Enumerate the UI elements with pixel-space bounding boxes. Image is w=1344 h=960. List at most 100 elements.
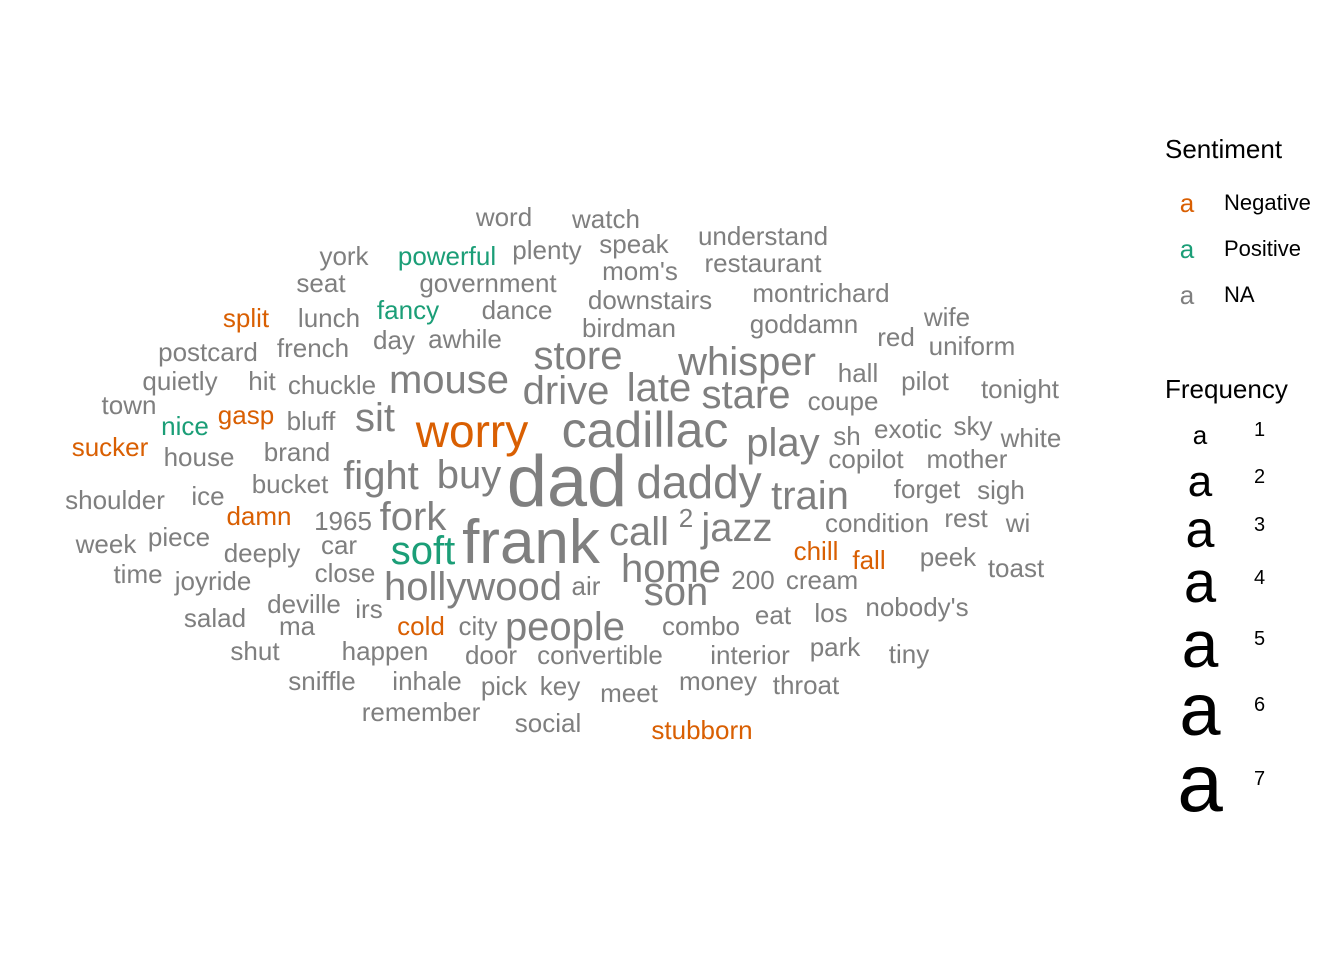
word-rest: rest xyxy=(944,503,988,533)
word-cream: cream xyxy=(786,565,858,595)
word-dad: dad xyxy=(507,442,627,522)
word-copilot: copilot xyxy=(828,444,904,474)
word-piece: piece xyxy=(148,522,210,552)
word-sucker: sucker xyxy=(72,432,149,462)
word-toast: toast xyxy=(988,553,1045,583)
word-government: government xyxy=(419,268,557,298)
word-shut: shut xyxy=(230,636,280,666)
word-condition: condition xyxy=(825,508,929,538)
word-hit: hit xyxy=(248,366,276,396)
word-time: time xyxy=(113,559,162,589)
word-people: people xyxy=(505,605,625,649)
word-pilot: pilot xyxy=(901,366,949,396)
word-house: house xyxy=(164,442,235,472)
word-drive: drive xyxy=(523,369,610,413)
word-lunch: lunch xyxy=(298,303,360,333)
word-interior: interior xyxy=(710,640,790,670)
frequency-legend-title: Frequency xyxy=(1165,374,1288,404)
word-hall: hall xyxy=(838,358,878,388)
word-white: white xyxy=(1000,423,1062,453)
word-park: park xyxy=(810,632,862,662)
word-mouse: mouse xyxy=(389,358,509,402)
frequency-key-glyph: a xyxy=(1179,668,1221,751)
word-worry: worry xyxy=(415,405,528,457)
word-damn: damn xyxy=(226,501,291,531)
word-red: red xyxy=(877,322,915,352)
frequency-legend-label: 3 xyxy=(1254,514,1266,536)
word-irs: irs xyxy=(355,594,382,624)
word-sigh: sigh xyxy=(977,475,1025,505)
word-home: home xyxy=(621,547,721,591)
word-split: split xyxy=(223,303,270,333)
word-french: french xyxy=(277,333,349,363)
word-mother: mother xyxy=(927,444,1008,474)
word-money: money xyxy=(679,666,757,696)
word-stubborn: stubborn xyxy=(651,715,752,745)
word-word: word xyxy=(475,202,532,232)
word-soft: soft xyxy=(391,529,455,573)
frequency-key-glyph: a xyxy=(1185,501,1215,559)
sentiment-legend-label: Positive xyxy=(1224,236,1302,261)
word-goddamn: goddamn xyxy=(750,309,858,339)
word-key: key xyxy=(540,671,580,701)
word-forget: forget xyxy=(894,474,961,504)
frequency-legend-label: 5 xyxy=(1254,628,1266,650)
frequency-legend-label: 1 xyxy=(1254,419,1266,441)
frequency-key-glyph: a xyxy=(1177,738,1223,829)
word-son: son xyxy=(644,570,709,614)
frequency-legend-label: 4 xyxy=(1254,567,1266,589)
word-store: store xyxy=(534,334,623,378)
word-buy: buy xyxy=(437,453,502,497)
word-door: door xyxy=(465,640,517,670)
word-los: los xyxy=(814,598,847,628)
word-tonight: tonight xyxy=(981,374,1060,404)
word-1965: 1965 xyxy=(314,506,372,536)
word-air: air xyxy=(572,571,601,601)
word-seat: seat xyxy=(296,268,346,298)
frequency-key-glyph: a xyxy=(1183,550,1217,615)
word-gasp: gasp xyxy=(218,400,274,430)
word-cold: cold xyxy=(397,611,445,641)
word-brand: brand xyxy=(264,437,331,467)
word-powerful: powerful xyxy=(398,241,496,271)
word-whisper: whisper xyxy=(677,340,816,384)
word-nobody-s: nobody's xyxy=(865,592,968,622)
word-mom-s: mom's xyxy=(602,256,678,286)
word-cadillac: cadillac xyxy=(562,402,729,458)
word-understand: understand xyxy=(698,221,828,251)
sentiment-key-glyph: a xyxy=(1179,234,1195,264)
frequency-legend-label: 7 xyxy=(1254,768,1266,790)
frequency-key-glyph: a xyxy=(1181,607,1219,681)
word-chill: chill xyxy=(794,536,839,566)
word-throat: throat xyxy=(773,670,840,700)
sentiment-legend-label: NA xyxy=(1224,282,1255,307)
word-daddy: daddy xyxy=(636,456,761,508)
word-joyride: joyride xyxy=(174,566,252,596)
word-eat: eat xyxy=(755,600,792,630)
word-tiny: tiny xyxy=(889,639,929,669)
word-city: city xyxy=(459,611,498,641)
word-bluff: bluff xyxy=(287,406,336,436)
word-sniffle: sniffle xyxy=(288,666,355,696)
word-peek: peek xyxy=(920,542,977,572)
word-speak: speak xyxy=(599,229,669,259)
word-exotic: exotic xyxy=(874,414,942,444)
word-postcard: postcard xyxy=(158,337,258,367)
frequency-legend-label: 6 xyxy=(1254,694,1266,716)
word-stare: stare xyxy=(702,373,791,417)
word-pick: pick xyxy=(481,671,528,701)
word-jazz: jazz xyxy=(700,506,772,550)
legend: Sentiment a Negative a Positive a NA Frequenc… xyxy=(1150,0,1340,960)
sentiment-key-glyph: a xyxy=(1179,280,1195,310)
word-convertible: convertible xyxy=(537,640,663,670)
word-york: york xyxy=(319,241,369,271)
word-uniform: uniform xyxy=(929,331,1016,361)
word-200: 200 xyxy=(731,565,774,595)
word-happen: happen xyxy=(342,636,429,666)
word-deeply: deeply xyxy=(224,538,301,568)
frequency-key-glyph: a xyxy=(1192,420,1208,450)
word-late: late xyxy=(627,366,692,410)
frequency-legend-label: 2 xyxy=(1254,466,1266,488)
word-dance: dance xyxy=(482,295,553,325)
